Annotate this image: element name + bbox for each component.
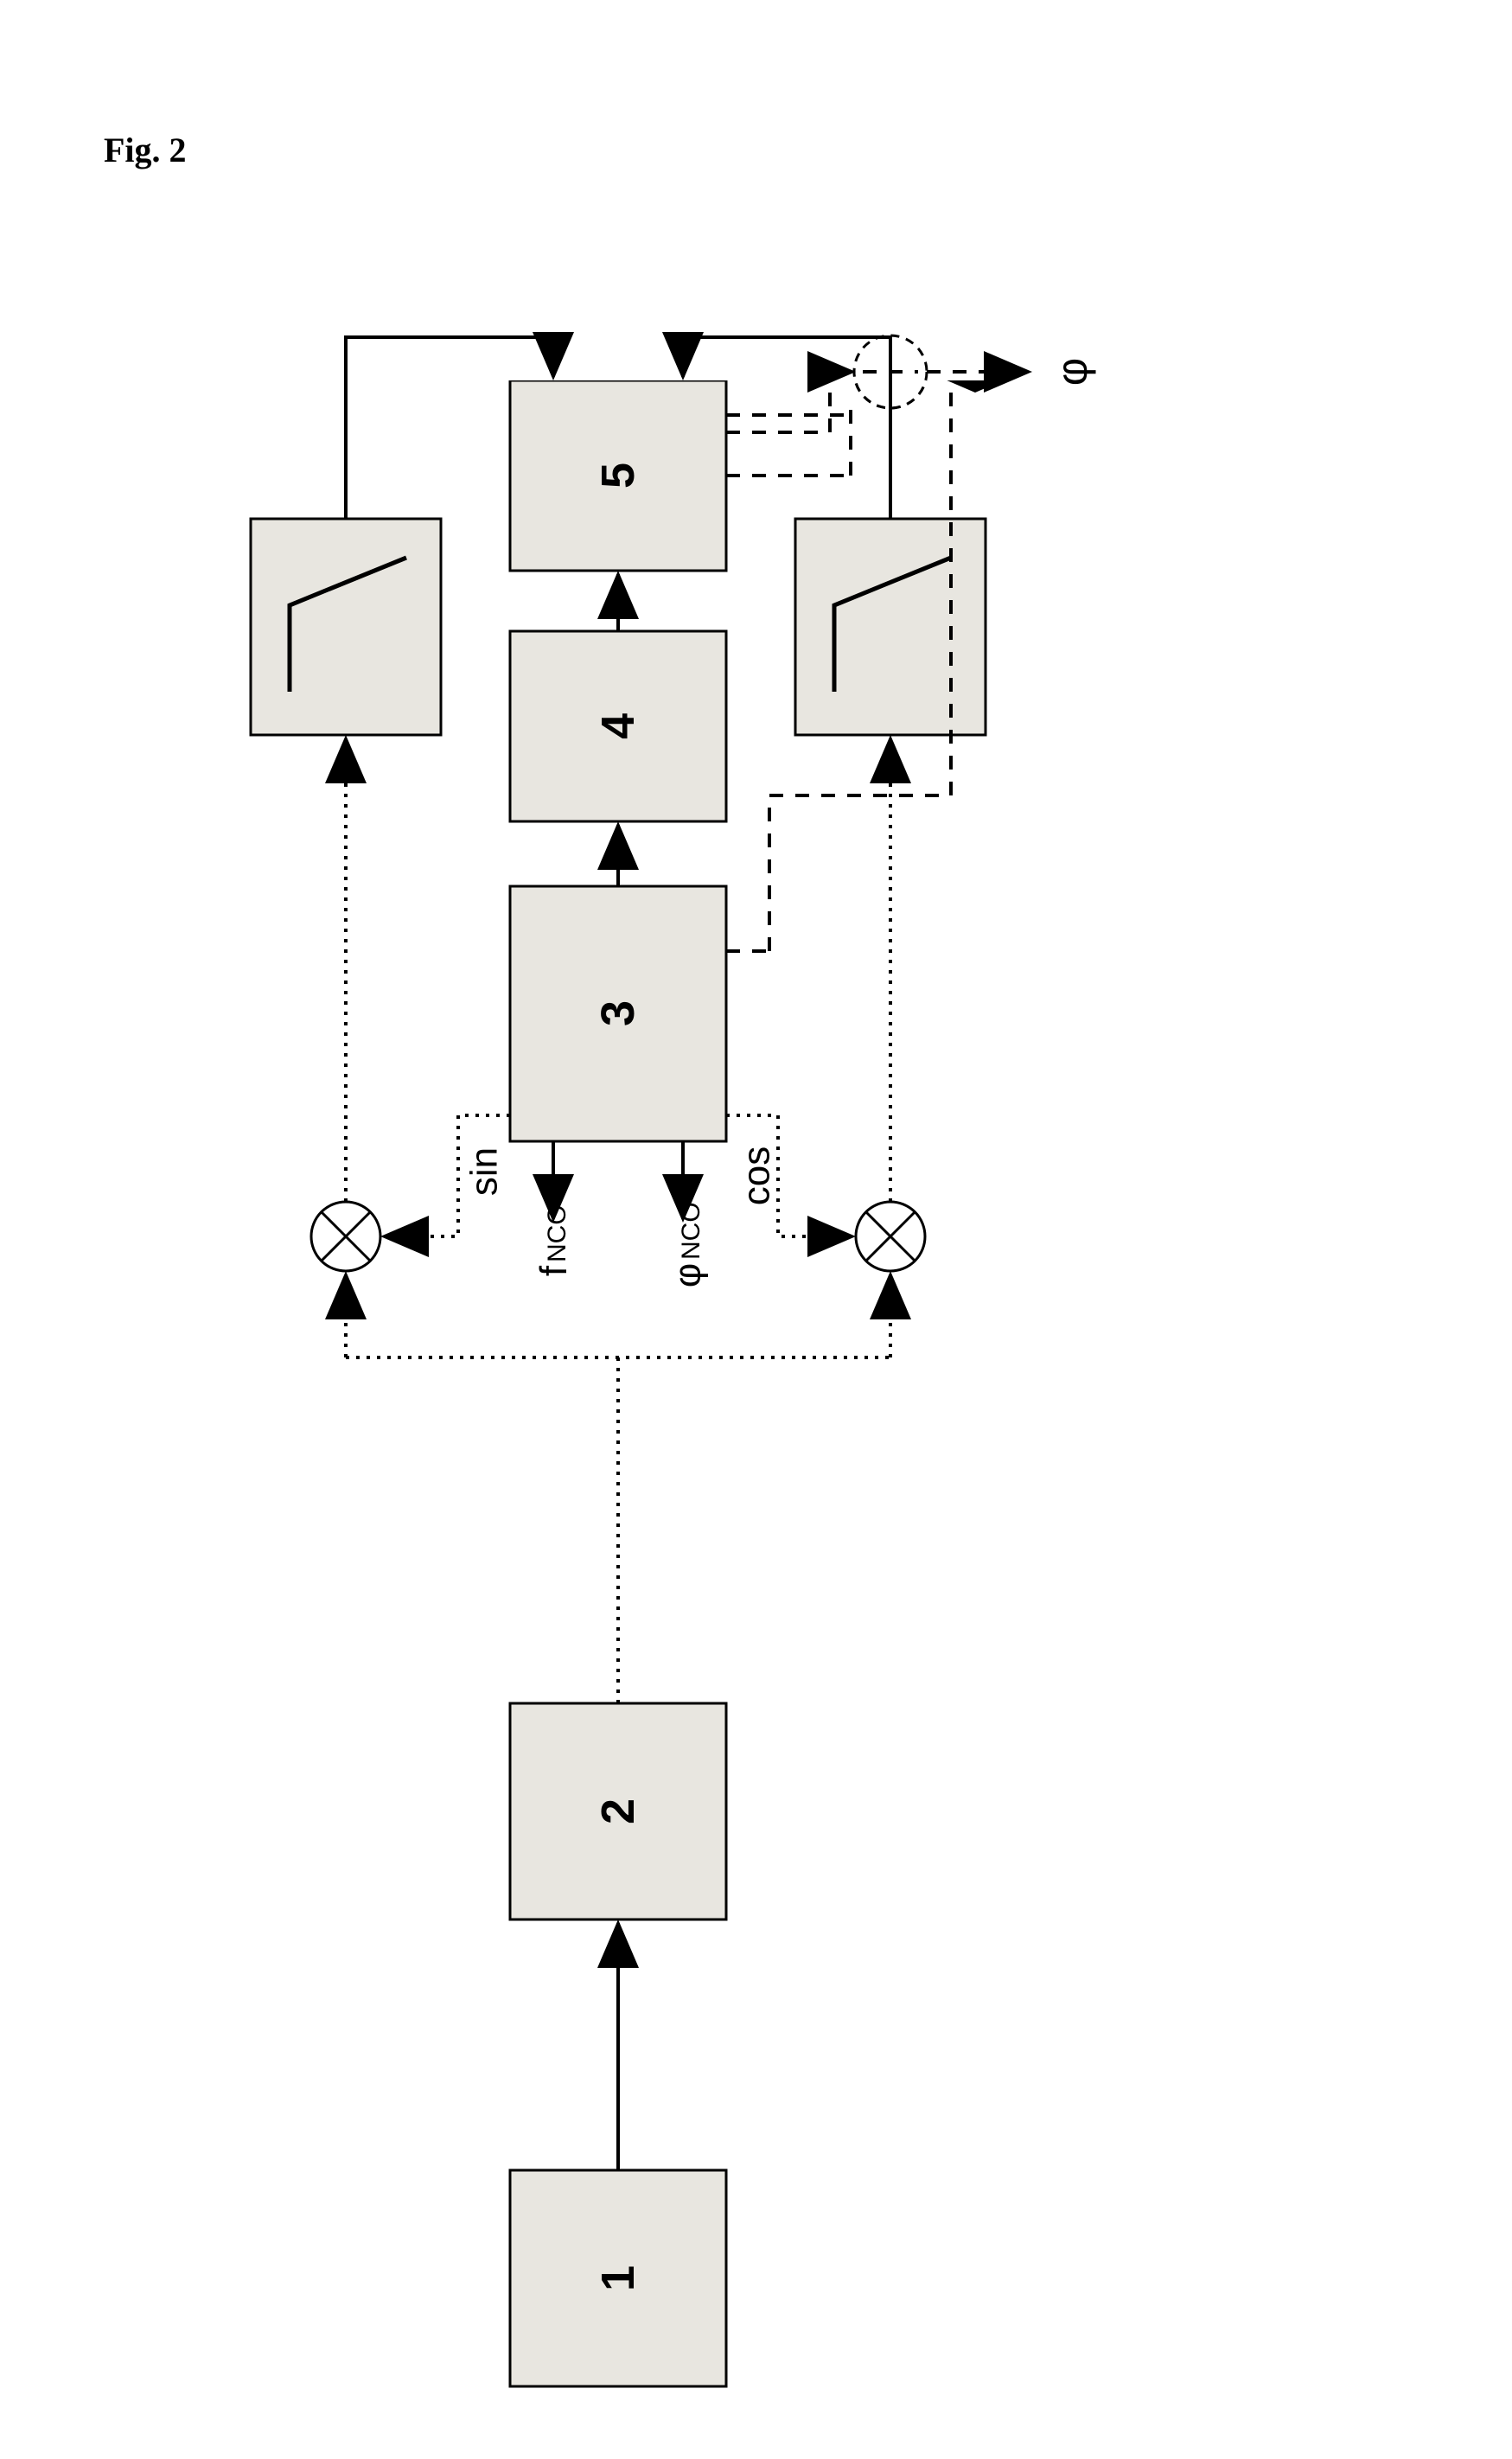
svg-text:NCO: NCO xyxy=(543,1204,571,1262)
svg-text:3: 3 xyxy=(592,1000,644,1026)
block-3: 3 xyxy=(510,886,726,1141)
block-2: 2 xyxy=(510,1703,726,1919)
label-f-nco: f NCO xyxy=(533,1204,575,1276)
label-phi-nco: φ NCO xyxy=(667,1202,709,1287)
svg-text:2: 2 xyxy=(592,1798,644,1824)
block-4: 4 xyxy=(510,631,726,821)
diagram-svg: 1 2 3 4 5 xyxy=(0,0,1512,2459)
diagram-page: Fig. 2 1 2 3 4 xyxy=(0,0,1512,2459)
svg-text:1: 1 xyxy=(592,2265,644,2291)
lowpass-filter-right xyxy=(795,519,986,735)
svg-text:f: f xyxy=(533,1265,575,1276)
svg-text:5: 5 xyxy=(592,463,644,489)
mixer-left xyxy=(311,1202,380,1271)
block-5: 5 xyxy=(510,380,726,571)
svg-text:4: 4 xyxy=(592,713,644,739)
lowpass-filter-left xyxy=(251,519,441,735)
label-cos: cos xyxy=(736,1146,778,1205)
svg-text:φ: φ xyxy=(667,1263,709,1288)
mixer-right xyxy=(856,1202,925,1271)
label-phi-out: φ xyxy=(1048,358,1096,386)
block-1: 1 xyxy=(510,2170,726,2386)
svg-text:NCO: NCO xyxy=(677,1202,705,1260)
label-sin: sin xyxy=(463,1147,506,1196)
